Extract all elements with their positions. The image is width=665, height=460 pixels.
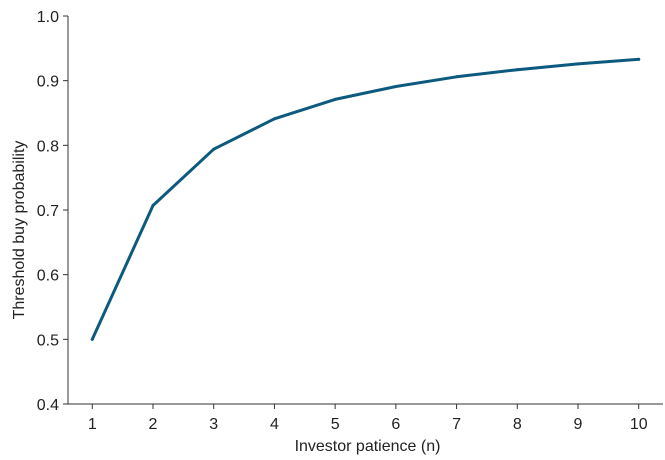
x-tick-label: 8 — [513, 416, 522, 433]
y-tick-label: 0.9 — [37, 74, 59, 91]
data-point — [212, 147, 216, 151]
x-axis-label: Investor patience (n) — [295, 438, 441, 455]
data-point — [515, 68, 519, 72]
y-axis-ticks: 0.4 0.5 0.6 0.7 0.8 0.9 1.0 — [37, 9, 68, 414]
x-tick-label: 2 — [149, 416, 158, 433]
x-tick-label: 7 — [452, 416, 461, 433]
data-point — [576, 62, 580, 66]
data-point — [90, 337, 94, 341]
data-point — [151, 203, 155, 207]
x-tick-label: 1 — [88, 416, 97, 433]
x-tick-label: 6 — [391, 416, 400, 433]
x-tick-label: 5 — [331, 416, 340, 433]
y-axis-label: Threshold buy probability — [11, 141, 28, 320]
data-point — [637, 57, 641, 61]
x-axis-ticks: 1 2 3 4 5 6 7 8 9 10 — [88, 404, 648, 433]
data-point — [455, 75, 459, 79]
x-tick-label: 10 — [630, 416, 648, 433]
data-point — [272, 117, 276, 121]
series-layer — [90, 57, 641, 341]
y-tick-label: 0.7 — [37, 203, 59, 220]
y-tick-label: 0.5 — [37, 332, 59, 349]
y-tick-label: 0.6 — [37, 268, 59, 285]
y-tick-label: 1.0 — [37, 9, 59, 26]
x-tick-label: 9 — [574, 416, 583, 433]
series-line — [90, 57, 641, 341]
data-point — [394, 84, 398, 88]
y-tick-label: 0.4 — [37, 397, 59, 414]
data-point — [333, 97, 337, 101]
x-tick-label: 3 — [209, 416, 218, 433]
x-tick-label: 4 — [270, 416, 279, 433]
y-tick-label: 0.8 — [37, 138, 59, 155]
